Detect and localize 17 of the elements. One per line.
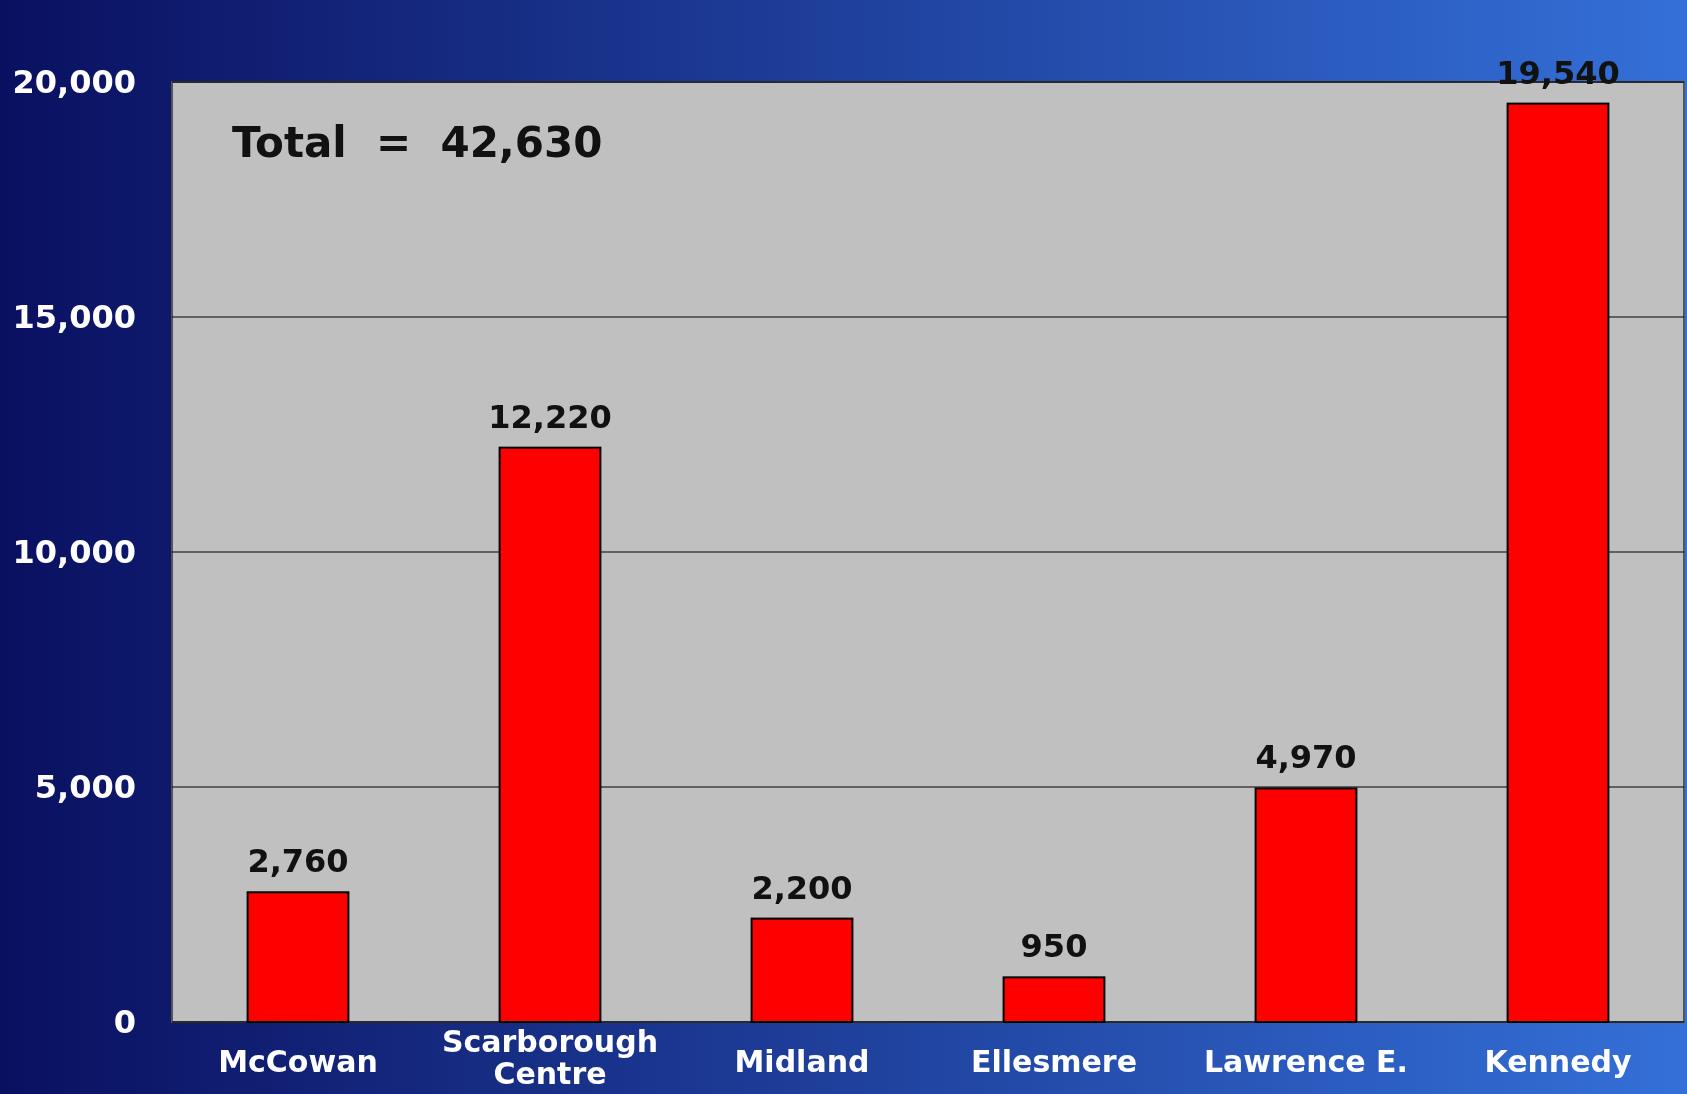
x-tick-label: Midland [734,1044,870,1079]
data-label: 4,970 [1255,738,1357,777]
x-tick-label: McCowan [218,1044,378,1079]
data-label: 2,200 [751,868,853,907]
y-tick-label: 0 [113,1003,136,1042]
y-tick-label: 10,000 [12,533,136,572]
y-tick-label: 15,000 [12,298,136,337]
data-label: 12,220 [488,397,612,436]
data-label: 950 [1020,927,1088,966]
data-label: 2,760 [247,842,349,881]
y-tick-label: 20,000 [12,63,136,102]
x-tick-label: Ellesmere [970,1044,1138,1079]
annotation: Total = 42,630 [232,118,603,167]
x-tick-label: Lawrence E. [1203,1044,1409,1079]
x-tick-label: Kennedy [1484,1044,1633,1079]
x-tick-label: Scarborough Centre [441,1024,659,1091]
y-tick-label: 5,000 [34,768,136,807]
